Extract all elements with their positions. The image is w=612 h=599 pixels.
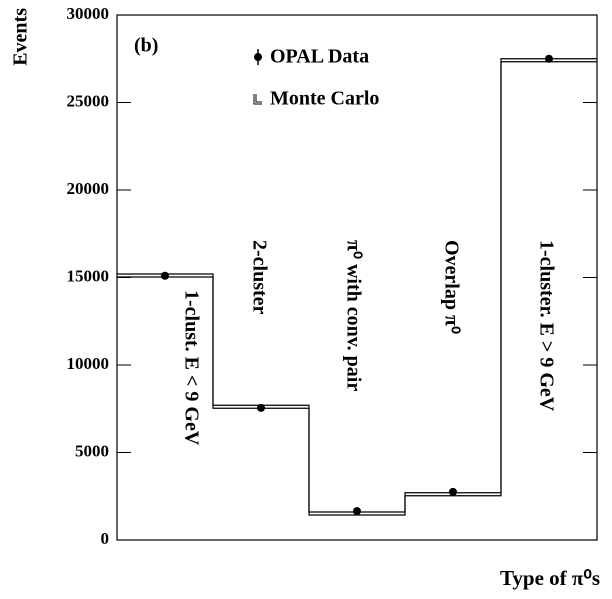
x-axis-label: Type of π⁰s: [500, 566, 600, 590]
y-tick-label: 0: [101, 529, 110, 548]
category-label: 2-cluster: [248, 240, 270, 315]
data-point: [353, 507, 361, 516]
category-label: 1-cluster. E > 9 GeV: [535, 240, 557, 412]
y-tick-label: 15000: [67, 266, 110, 285]
y-tick-label: 30000: [67, 4, 110, 23]
category-label: π⁰ with conv. pair: [342, 240, 364, 391]
legend-mc-marker: [253, 94, 262, 105]
y-tick-label: 20000: [67, 179, 110, 198]
data-point: [449, 487, 457, 496]
legend-label: OPAL Data: [270, 46, 369, 68]
data-point: [257, 403, 265, 412]
data-point: [545, 54, 553, 63]
annotation: (b): [134, 35, 158, 57]
category-label: 1-clust. E < 9 GeV: [180, 290, 202, 446]
data-point: [161, 271, 169, 280]
legend-label: Monte Carlo: [270, 88, 379, 110]
y-tick-label: 5000: [75, 441, 109, 460]
y-axis-label: Events: [10, 8, 32, 66]
y-tick-label: 10000: [67, 354, 110, 373]
y-tick-label: 25000: [67, 91, 110, 110]
category-label: Overlap π⁰: [440, 240, 462, 334]
